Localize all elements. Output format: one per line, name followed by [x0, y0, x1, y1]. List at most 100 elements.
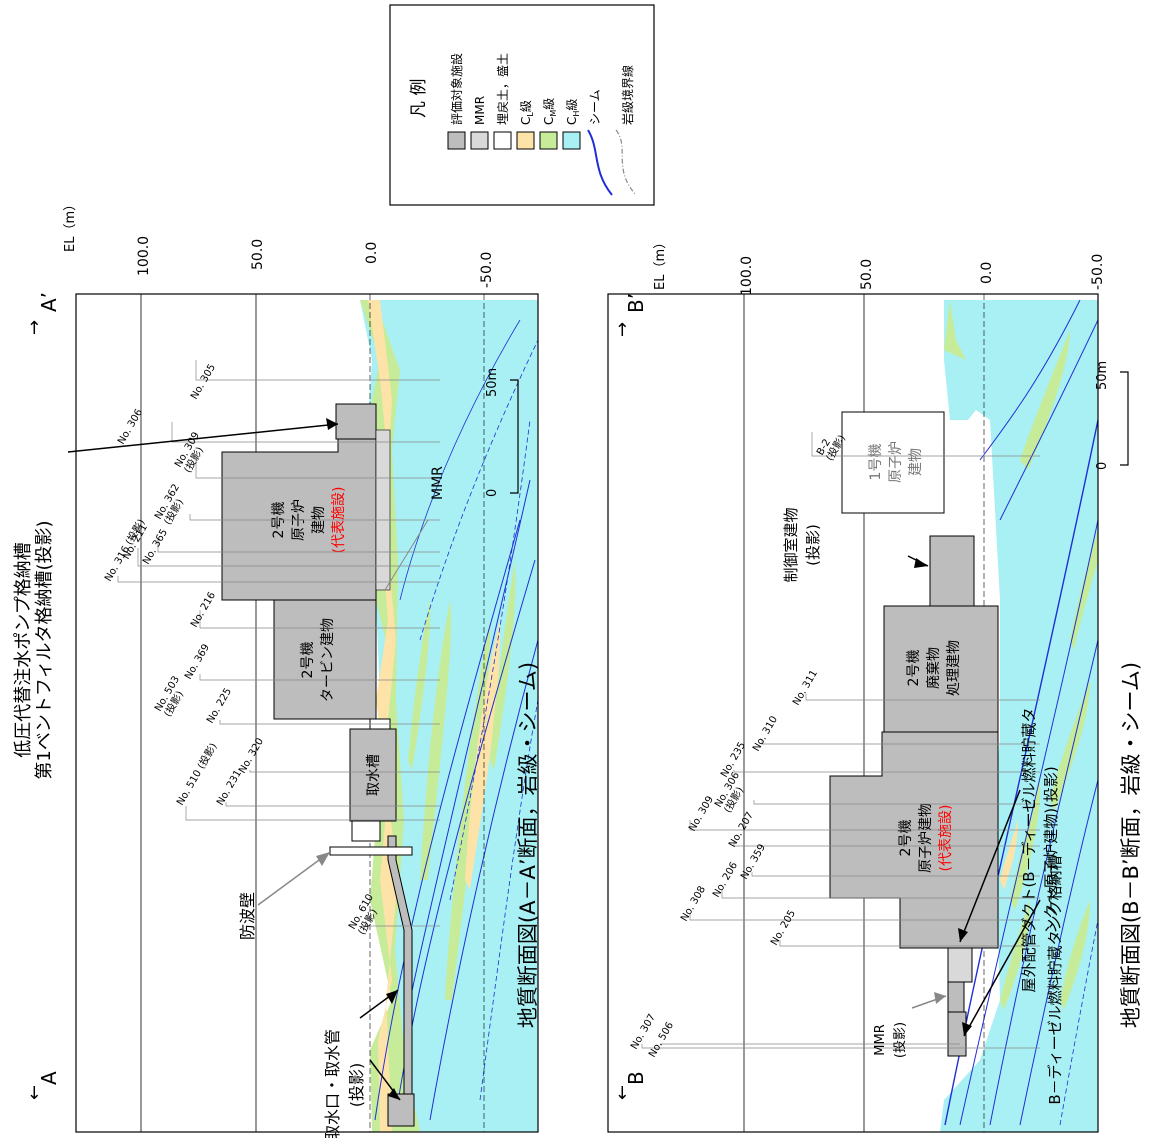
legend-frame	[389, 4, 655, 206]
legend-label-cm: CM級	[542, 98, 558, 125]
a-bh-510: No. 510 (投影)	[173, 740, 219, 807]
b-cm-lens-5	[1060, 900, 1090, 1010]
a-seawall	[329, 846, 413, 856]
a-bh-line-309	[195, 460, 440, 479]
a-tick-0: 0.0	[364, 242, 380, 264]
b-left-arrow: ←	[612, 1085, 633, 1100]
legend-label-mmr: MMR	[473, 96, 487, 125]
a-tick-100: 100.0	[136, 236, 152, 276]
a-cm-lens-4	[490, 560, 516, 770]
a-scale-bar	[510, 379, 519, 494]
a-top-label-arrow	[67, 423, 339, 453]
legend-label-cl: CL級	[519, 100, 535, 125]
b-duct-leader	[959, 789, 1021, 943]
a-left-mark: A	[37, 1071, 61, 1085]
a-seam-4	[429, 639, 538, 1121]
b-duct-label-2: ンク～原子炉建物)(投影)	[1042, 766, 1060, 934]
b-unit1-building	[841, 411, 945, 514]
b-bh-205: No. 205	[769, 908, 798, 947]
b-caption: 地質断面図(B－B’断面，岩級・シーム)	[1119, 662, 1143, 1028]
a-bh-362: No. 362(投影)	[153, 482, 191, 527]
b-waste-building	[883, 605, 999, 733]
b-control-building	[929, 535, 975, 607]
b-reactor-line1: 2号機	[898, 820, 914, 857]
b-tick-50: 50.0	[859, 259, 875, 290]
a-seawall-label: 防波壁	[238, 892, 257, 940]
a-bh-225: No. 225	[205, 686, 234, 725]
a-bh-305: No. 305	[189, 362, 218, 401]
legend-label-seam: シーム	[588, 89, 602, 125]
a-bh-369: No. 369	[183, 642, 212, 681]
legend-cm-sub: M	[549, 110, 558, 117]
b-bh-line-206	[721, 890, 1040, 899]
legend-cl-suffix: 級	[519, 100, 533, 112]
section-a-frame	[75, 293, 539, 1133]
a-bh-line-216	[199, 610, 440, 629]
a-cm-lens-3	[408, 600, 431, 770]
a-intake-label-1: 取水口・取水管	[323, 1029, 342, 1138]
a-seam-5	[449, 419, 531, 901]
legend-label-boundary: 岩級境界線	[620, 65, 635, 125]
b-bh-310: No. 310	[751, 714, 780, 753]
b-seam-2	[959, 519, 1098, 1126]
a-intake-arrowhead-1	[386, 990, 398, 1004]
b-left-mark: B	[624, 1071, 648, 1085]
a-tick-m50: -50.0	[479, 252, 495, 288]
b-seam-6	[999, 319, 1098, 521]
b-cm-lens-3	[1000, 900, 1030, 1010]
b-bh-line-307	[641, 1044, 1040, 1049]
b-mmr-label-1: MMR	[873, 1024, 888, 1055]
a-seam-1	[374, 519, 521, 1121]
b-bh-line-205	[779, 940, 1040, 947]
b-bh-206: No. 206	[711, 860, 740, 899]
a-turbine-building	[273, 599, 377, 720]
b-bh-line-309	[689, 820, 1040, 831]
b-duct-arrowhead	[958, 928, 968, 942]
b-cm-lens-6	[1070, 530, 1098, 650]
a-axis-title: EL（m）	[63, 198, 78, 252]
a-seam-7	[399, 319, 521, 601]
a-mmr	[375, 429, 391, 591]
b-bh-line-359	[751, 872, 1040, 877]
b-bh-line-311	[805, 694, 1040, 701]
b-seam-3	[989, 639, 1098, 1126]
a-bh-320: No. 320	[237, 736, 266, 775]
a-bh-line-365	[157, 540, 440, 553]
section-b: 1号機 原子炉 建物 2号機 廃棄物 処理建物 2号機 原子炉建物 (代表施設)…	[607, 236, 1143, 1133]
b-borehole-leaders	[641, 432, 1040, 1049]
a-caption: 地質断面図(A－A’断面，岩級・シーム)	[516, 662, 540, 1028]
a-fill-block	[351, 820, 381, 842]
b-bh-359: No. 359	[739, 842, 768, 881]
a-cm-lens-1	[420, 600, 451, 880]
b-duct-label-1: 屋外配管ダクト(B－ディーゼル燃料貯蔵タ	[1020, 707, 1038, 992]
a-seawall-leader	[257, 851, 331, 906]
b-reactor-rep: (代表施設)	[938, 805, 954, 872]
b-scale-end: 50m	[1095, 361, 1110, 390]
b-bh-line-207	[733, 840, 1040, 847]
a-bh-216: No. 216	[189, 590, 218, 629]
a-scale-end: 50m	[485, 368, 500, 397]
a-pump-pit	[335, 403, 377, 440]
b-tank-leader	[963, 899, 1041, 1037]
a-bh-line-316	[117, 576, 440, 583]
a-bh-line-225	[219, 720, 440, 725]
a-cl-lens-1	[465, 620, 501, 890]
legend: 凡 例 評価対象施設 MMR 埋戻土，盛土 CL級 CM級 CH級 シーム 岩級…	[389, 4, 655, 206]
a-seawall-arrowhead	[316, 852, 330, 866]
b-mmr-label-2: (投影)	[892, 1022, 908, 1058]
a-borehole-leaders	[117, 360, 440, 927]
legend-cm-c: C	[542, 117, 556, 125]
section-a: 2号機 原子炉 建物 (代表施設) 2号機 タービン建物 取水槽 N	[13, 198, 540, 1141]
a-left-arrow: ←	[24, 1085, 45, 1100]
b-scale-zero: 0	[1095, 462, 1110, 470]
b-building-labels: 1号機 原子炉 建物 2号機 廃棄物 処理建物 2号機 原子炉建物 (代表施設)	[868, 441, 962, 873]
a-mmr-leader	[384, 519, 429, 591]
b-control-label-1: 制御室建物	[782, 507, 800, 582]
a-mmr-label: MMR	[430, 466, 446, 500]
legend-label-ch: CH級	[565, 99, 581, 125]
a-top-label-2: 第1ベントフィルタ格納槽(投影)	[34, 520, 55, 779]
b-axis-title: EL（m）	[653, 236, 668, 290]
b-cm-lens-4	[1050, 680, 1090, 810]
